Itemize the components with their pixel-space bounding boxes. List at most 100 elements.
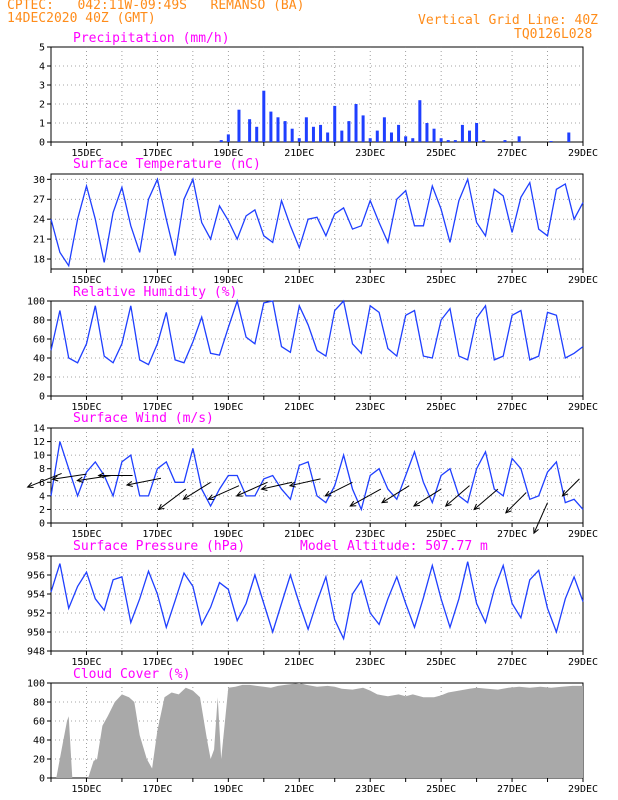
cloud-ytick-label: 60: [33, 717, 45, 728]
wind-arrow-shaft: [289, 478, 321, 487]
temp-xtick-label: 27DEC: [497, 275, 527, 286]
wind-arrow-head: [412, 500, 420, 507]
wind-arrow-shaft: [208, 485, 240, 500]
precip-bar: [503, 140, 507, 142]
rh-xtick-label: 27DEC: [497, 402, 527, 413]
wind-xtick-label: 17DEC: [142, 529, 172, 540]
precip-frame: [50, 46, 584, 143]
rh-ytick-label: 100: [27, 297, 45, 308]
precip-bar: [333, 105, 337, 142]
wind-arrow-shaft: [505, 492, 527, 514]
pressure-ytick-label: 950: [27, 628, 45, 639]
precip-bar: [255, 126, 259, 142]
precip-bar: [311, 126, 315, 142]
pressure-ytick-label: 956: [27, 571, 45, 582]
wind-title: Surface Wind (m/s): [73, 411, 214, 426]
precip-bar: [283, 121, 287, 142]
wind-arrow-head: [207, 494, 215, 500]
cloud-xtick-label: 27DEC: [497, 784, 527, 795]
pressure-ytick-label: 948: [27, 647, 45, 658]
precip-bar: [418, 100, 422, 142]
precip-xtick-label: 23DEC: [355, 148, 385, 159]
cloud-ytick-label: 100: [27, 679, 45, 690]
rh-xtick-label: 17DEC: [142, 402, 172, 413]
rh-ytick-label: 40: [33, 354, 45, 365]
rh-ytick-label: 60: [33, 335, 45, 346]
precip-bar: [319, 124, 323, 142]
precip-ytick-label: 4: [39, 62, 45, 73]
wind-arrow-head: [76, 476, 84, 483]
precip-xtick-label: 15DEC: [71, 148, 101, 159]
header-station: CPTEC: 042:11W-09:49S REMANSO (BA): [7, 0, 305, 13]
precip-xtick-label: 25DEC: [426, 148, 456, 159]
precip-bar: [340, 130, 344, 142]
rh-ytick-label: 0: [39, 392, 45, 403]
precip-bar: [269, 111, 273, 142]
wind-arrow-head: [26, 482, 34, 488]
pressure-xtick-label: 29DEC: [568, 657, 598, 668]
wind-arrow-shaft: [533, 502, 548, 534]
precip-bar: [432, 128, 436, 142]
wind-ytick-label: 2: [39, 505, 45, 516]
temp-ytick-label: 18: [33, 255, 45, 266]
rh-xtick-label: 19DEC: [213, 402, 243, 413]
temp-xtick-label: 15DEC: [71, 275, 101, 286]
cloud-title: Cloud Cover (%): [73, 667, 190, 682]
precip-bar: [439, 138, 443, 142]
temp-frame: [50, 173, 584, 270]
rh-xtick-label: 15DEC: [71, 402, 101, 413]
precip-ytick-label: 2: [39, 100, 45, 111]
precip-bar: [567, 132, 571, 142]
temp-title: Surface Temperature (nC): [73, 157, 261, 172]
cloud-ytick-label: 20: [33, 755, 45, 766]
pressure-subtitle: Model Altitude: 507.77 m: [300, 539, 488, 554]
wind-xtick-label: 23DEC: [355, 529, 385, 540]
precip-ytick-label: 1: [39, 119, 45, 130]
wind-arrow-shaft: [413, 488, 442, 507]
precip-xtick-label: 29DEC: [568, 148, 598, 159]
pressure-frame: [50, 555, 584, 652]
temp-xtick-label: 23DEC: [355, 275, 385, 286]
precip-ytick-label: 0: [39, 138, 45, 149]
wind-arrow-head: [97, 472, 105, 479]
cloud-xtick-label: 15DEC: [71, 784, 101, 795]
wind-arrow-shaft: [183, 481, 211, 500]
wind-xtick-label: 27DEC: [497, 529, 527, 540]
wind-xtick-label: 15DEC: [71, 529, 101, 540]
pressure-xtick-label: 25DEC: [426, 657, 456, 668]
wind-arrow-head: [444, 500, 452, 507]
wind-arrow-head: [51, 475, 59, 482]
precip-xtick-label: 19DEC: [213, 148, 243, 159]
cloud-xtick-label: 25DEC: [426, 784, 456, 795]
rh-series-line: [50, 298, 584, 366]
wind-arrow-head: [260, 484, 268, 491]
wind-arrow-shaft: [158, 488, 187, 510]
wind-arrow-head: [288, 481, 296, 488]
wind-ytick-label: 10: [33, 451, 45, 462]
wind-arrow-shaft: [27, 473, 62, 488]
precip-xtick-label: 17DEC: [142, 148, 172, 159]
wind-xtick-label: 25DEC: [426, 529, 456, 540]
pressure-xtick-label: 23DEC: [355, 657, 385, 668]
wind-arrow-head: [125, 480, 133, 487]
rh-xtick-label: 23DEC: [355, 402, 385, 413]
precip-bar: [368, 138, 372, 142]
wind-arrow-shaft: [445, 485, 470, 507]
precip-bar: [354, 104, 358, 142]
rh-xtick-label: 25DEC: [426, 402, 456, 413]
rh-ytick-label: 20: [33, 373, 45, 384]
wind-ytick-label: 8: [39, 464, 45, 475]
wind-xtick-label: 19DEC: [213, 529, 243, 540]
rh-ytick-label: 80: [33, 316, 45, 327]
wind-arrow-head: [349, 500, 357, 507]
precip-bar: [453, 140, 457, 142]
precip-bar: [549, 141, 553, 142]
precip-bar: [290, 128, 294, 142]
pressure-xtick-label: 19DEC: [213, 657, 243, 668]
precip-bar: [219, 140, 223, 142]
precip-bar: [460, 124, 464, 142]
wind-arrow-shaft: [562, 478, 580, 497]
wind-arrow-head: [182, 493, 190, 500]
wind-arrow-head: [473, 503, 481, 511]
cloud-xtick-label: 29DEC: [568, 784, 598, 795]
